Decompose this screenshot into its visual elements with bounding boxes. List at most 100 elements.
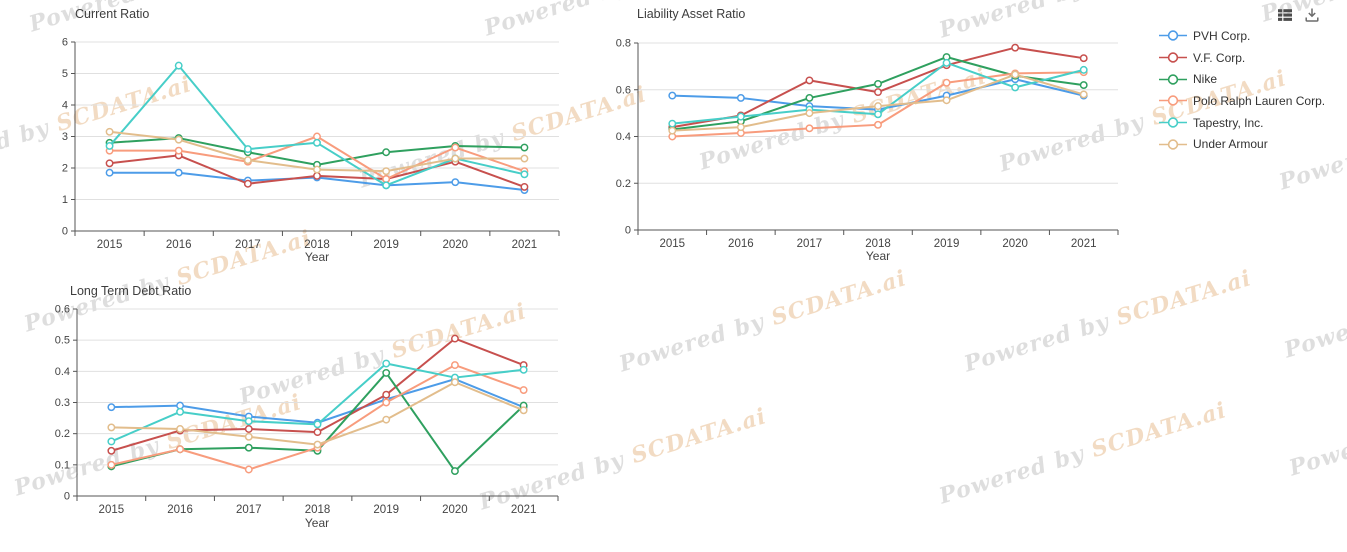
- data-point[interactable]: [243, 145, 252, 154]
- data-point[interactable]: [520, 170, 529, 179]
- data-point[interactable]: [1079, 81, 1088, 90]
- data-point[interactable]: [105, 127, 114, 136]
- series-pvh-corp[interactable]: [107, 375, 528, 427]
- data-point[interactable]: [736, 93, 745, 102]
- data-point[interactable]: [874, 110, 882, 119]
- data-point[interactable]: [1011, 43, 1020, 52]
- data-point[interactable]: [382, 148, 391, 157]
- data-point[interactable]: [519, 365, 528, 374]
- legend-item-v-f-corp[interactable]: V.F. Corp.: [1158, 47, 1325, 69]
- data-point[interactable]: [450, 467, 459, 476]
- data-point[interactable]: [105, 159, 114, 168]
- data-point[interactable]: [176, 445, 185, 454]
- data-point[interactable]: [451, 143, 460, 152]
- series-tapestry-inc[interactable]: [668, 58, 1088, 128]
- data-point[interactable]: [382, 415, 391, 424]
- data-point[interactable]: [382, 390, 391, 399]
- data-point[interactable]: [313, 440, 322, 449]
- data-point[interactable]: [105, 142, 114, 150]
- data-point[interactable]: [736, 123, 745, 132]
- series-under-armour[interactable]: [105, 127, 529, 176]
- data-view-icon[interactable]: [1276, 6, 1294, 24]
- data-point[interactable]: [313, 132, 321, 141]
- data-point[interactable]: [174, 146, 183, 155]
- data-point[interactable]: [1079, 90, 1088, 99]
- data-point[interactable]: [313, 428, 322, 437]
- data-point[interactable]: [451, 178, 460, 187]
- legend-item-nike[interactable]: Nike: [1158, 68, 1325, 90]
- chart-canvas[interactable]: 0 1 2 3 4 5 6 2015 2016 2017 2018 2019 2020 2021: [0, 0, 580, 272]
- data-point[interactable]: [107, 446, 116, 455]
- data-point[interactable]: [1079, 65, 1088, 74]
- data-point[interactable]: [520, 182, 529, 191]
- data-point[interactable]: [382, 167, 391, 176]
- data-point[interactable]: [176, 401, 185, 410]
- data-point[interactable]: [244, 465, 253, 474]
- data-point[interactable]: [313, 138, 321, 147]
- series-tapestry-inc[interactable]: [107, 359, 528, 446]
- data-point[interactable]: [244, 417, 253, 426]
- data-point[interactable]: [874, 88, 882, 97]
- data-point[interactable]: [382, 181, 391, 190]
- data-point[interactable]: [107, 423, 116, 432]
- data-point[interactable]: [450, 378, 459, 387]
- data-point[interactable]: [176, 407, 185, 416]
- data-point[interactable]: [174, 135, 183, 144]
- series-v-f-corp[interactable]: [107, 334, 528, 455]
- data-point[interactable]: [874, 79, 882, 88]
- series-polo-ralph-lauren-corp[interactable]: [107, 361, 528, 474]
- series-under-armour[interactable]: [107, 378, 528, 449]
- data-point[interactable]: [174, 168, 183, 177]
- data-point[interactable]: [450, 334, 459, 343]
- data-point[interactable]: [243, 156, 252, 165]
- y-tick-label: 3: [62, 131, 68, 143]
- data-point[interactable]: [519, 386, 528, 394]
- data-point[interactable]: [244, 425, 253, 433]
- series-under-armour[interactable]: [668, 70, 1088, 135]
- data-point[interactable]: [243, 179, 252, 188]
- data-point[interactable]: [382, 398, 391, 407]
- legend-item-pvh-corp[interactable]: PVH Corp.: [1158, 25, 1325, 47]
- data-point[interactable]: [313, 165, 321, 174]
- data-point[interactable]: [382, 368, 391, 377]
- data-point[interactable]: [107, 403, 116, 412]
- data-point[interactable]: [668, 119, 677, 128]
- data-point[interactable]: [244, 443, 253, 452]
- data-point[interactable]: [1011, 70, 1020, 79]
- data-point[interactable]: [107, 437, 116, 446]
- data-point[interactable]: [805, 93, 814, 102]
- data-point[interactable]: [382, 175, 391, 183]
- data-point[interactable]: [520, 143, 529, 152]
- data-point[interactable]: [942, 78, 951, 87]
- data-point[interactable]: [382, 359, 391, 368]
- data-point[interactable]: [451, 154, 460, 163]
- data-point[interactable]: [736, 112, 745, 121]
- data-point[interactable]: [176, 425, 185, 433]
- data-point[interactable]: [105, 168, 114, 177]
- data-point[interactable]: [450, 361, 459, 370]
- data-point[interactable]: [244, 432, 253, 441]
- legend-item-polo-ralph-lauren-corp[interactable]: Polo Ralph Lauren Corp.: [1158, 90, 1325, 112]
- data-point[interactable]: [519, 406, 528, 415]
- data-point[interactable]: [805, 109, 814, 118]
- data-point[interactable]: [668, 126, 677, 135]
- data-point[interactable]: [942, 96, 951, 105]
- data-point[interactable]: [874, 102, 882, 111]
- legend-item-under-armour[interactable]: Under Armour: [1158, 133, 1325, 155]
- data-point[interactable]: [874, 120, 882, 129]
- data-point[interactable]: [520, 154, 529, 163]
- legend-item-tapestry-inc[interactable]: Tapestry, Inc.: [1158, 112, 1325, 134]
- data-point[interactable]: [107, 460, 116, 469]
- data-point[interactable]: [1011, 83, 1020, 92]
- data-point[interactable]: [942, 58, 951, 67]
- data-point[interactable]: [313, 171, 321, 180]
- chart-canvas[interactable]: 0 0.2 0.4 0.6 0.8 2015 2016 2017 2018 2019 2020 202…: [600, 0, 1148, 272]
- data-point[interactable]: [805, 76, 814, 85]
- data-point[interactable]: [805, 124, 814, 133]
- data-point[interactable]: [668, 91, 677, 100]
- data-point[interactable]: [1079, 54, 1088, 63]
- data-point[interactable]: [174, 61, 183, 70]
- download-icon[interactable]: [1303, 6, 1321, 24]
- data-point[interactable]: [313, 420, 322, 429]
